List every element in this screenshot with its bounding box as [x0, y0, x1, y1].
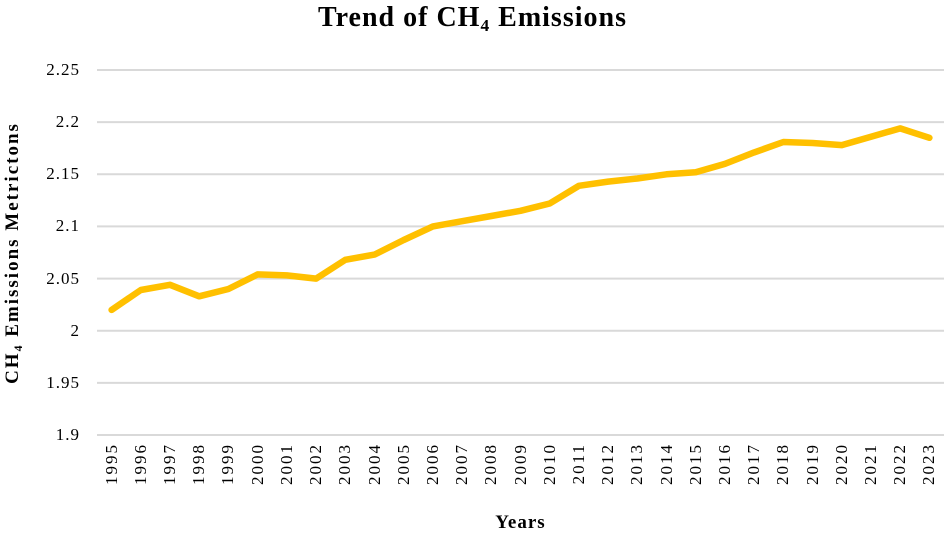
x-tick-label: 2012 — [598, 443, 618, 485]
x-tick-label: 2009 — [510, 443, 530, 485]
y-tick-label: 2.05 — [46, 268, 80, 288]
x-tick-label: 2001 — [276, 443, 296, 485]
x-tick-label: 2013 — [627, 443, 647, 485]
x-tick-label: 2022 — [890, 443, 910, 485]
y-tick-label: 2.15 — [46, 164, 80, 184]
x-tick-label: 2017 — [744, 443, 764, 485]
x-tick-label: 1995 — [101, 443, 121, 485]
y-tick-label: 1.95 — [46, 372, 80, 392]
chart-title-text-after: Emissions — [490, 2, 627, 33]
x-tick-label: 2023 — [919, 443, 939, 485]
x-tick-label: 1996 — [130, 443, 150, 485]
x-tick-label: 2010 — [539, 443, 559, 485]
x-tick-label: 1997 — [160, 443, 179, 485]
x-tick-label: 2021 — [861, 443, 880, 485]
x-tick-label: 2002 — [306, 443, 326, 485]
y-tick-label: 1.9 — [55, 425, 80, 444]
x-tick-label: 2000 — [247, 443, 267, 485]
x-tick-label: 1998 — [189, 443, 209, 485]
x-tick-label: 1999 — [218, 443, 238, 485]
emissions-line — [108, 125, 933, 314]
x-tick-label: 2011 — [568, 443, 588, 485]
x-tick-label: 2008 — [481, 443, 501, 485]
y-tick-label: 2.25 — [46, 60, 80, 79]
x-tick-label: 2015 — [685, 443, 705, 485]
x-tick-label: 2019 — [802, 443, 822, 485]
chart-title: Trend of CH4 Emissions — [0, 2, 945, 36]
x-tick-label: 2016 — [714, 443, 734, 485]
chart-title-subscript: 4 — [480, 16, 491, 36]
y-tick-label: 2.1 — [55, 216, 80, 236]
x-tick-label: 2014 — [656, 443, 676, 485]
x-tick-label: 2018 — [773, 443, 793, 485]
chart-title-text: Trend of CH — [318, 2, 481, 33]
x-tick-label: 2003 — [335, 443, 355, 485]
x-tick-label: 2004 — [364, 443, 384, 485]
x-tick-label: 2005 — [393, 443, 413, 485]
x-tick-label: 2020 — [831, 443, 851, 485]
x-axis-title: Years — [495, 512, 546, 533]
x-tick-label: 2007 — [452, 443, 472, 485]
y-tick-label: 2.2 — [55, 112, 80, 132]
y-tick-label: 2 — [70, 320, 80, 340]
x-tick-label: 2006 — [422, 443, 442, 485]
